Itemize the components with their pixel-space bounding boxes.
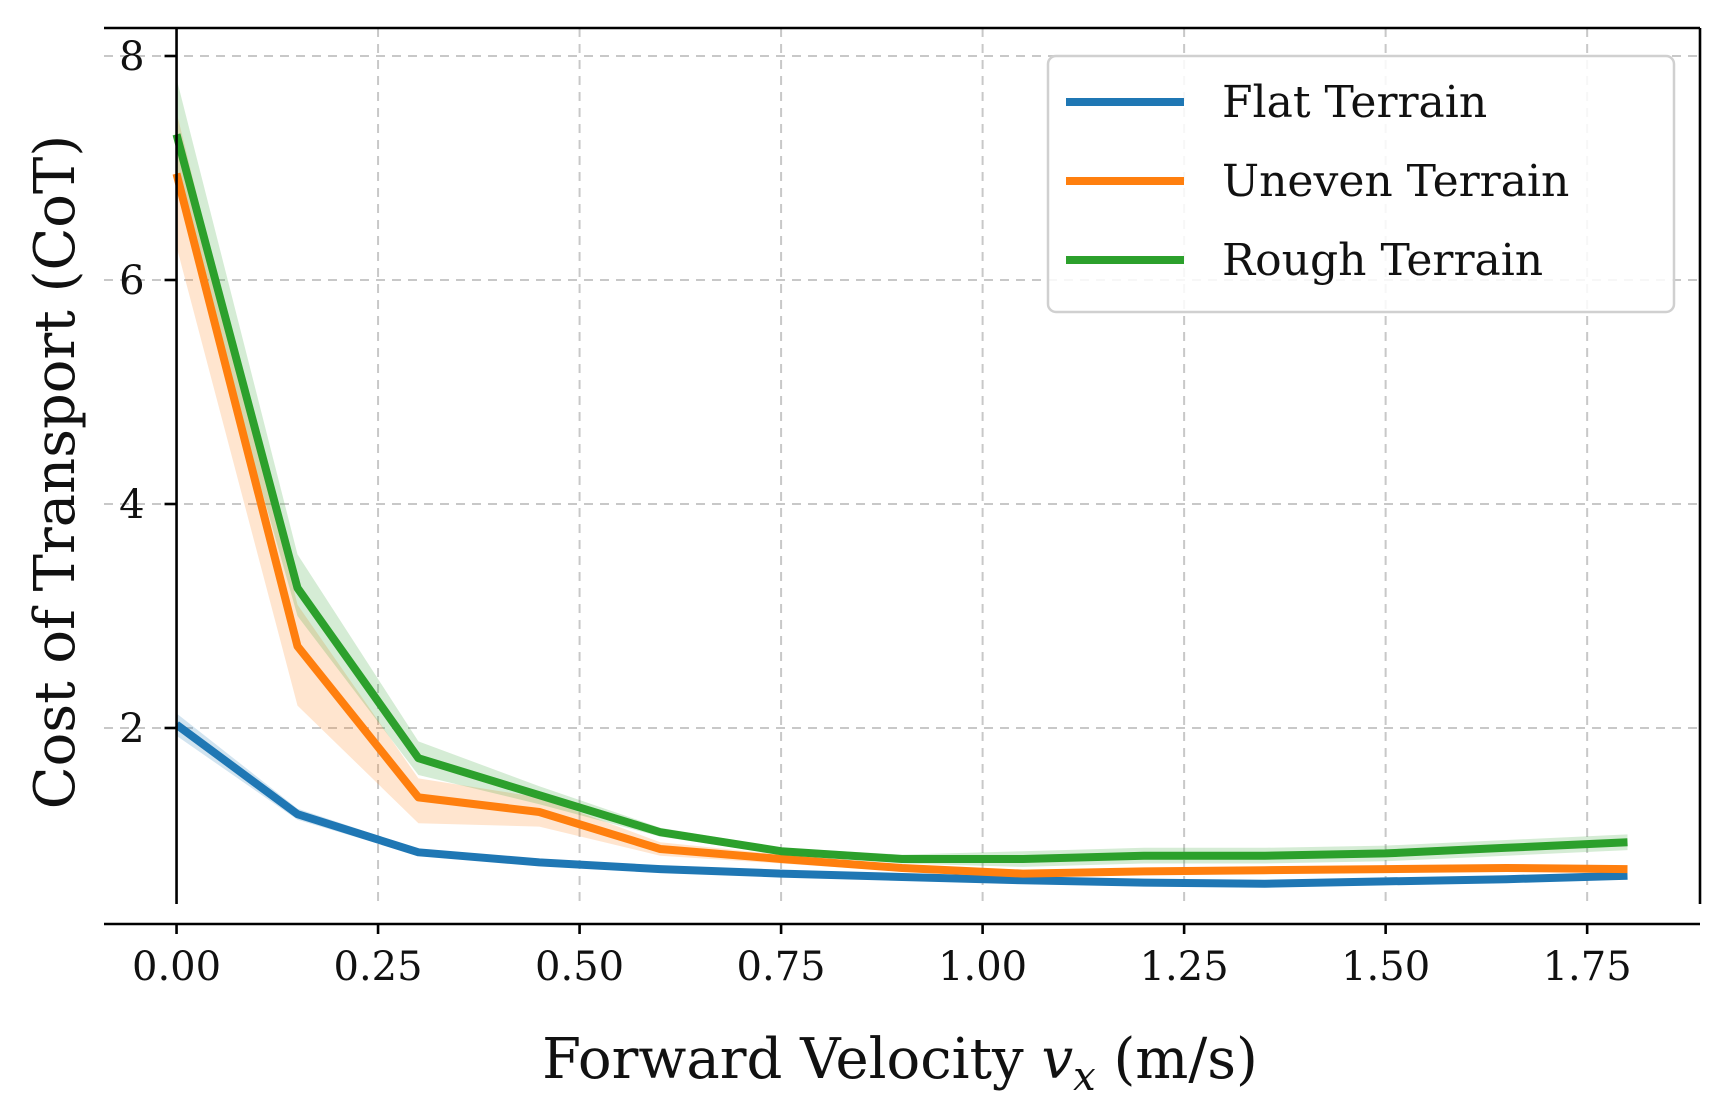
y-tick-label: 2: [119, 706, 144, 752]
x-axis-title: Forward Velocity vx (m/s): [542, 1027, 1258, 1100]
uneven-terrain-line: [172, 172, 1628, 878]
y-tick-label: 8: [119, 34, 144, 80]
legend-box: [1046, 54, 1676, 314]
x-tick-label: 1.00: [938, 944, 1027, 990]
x-tick-label: 0.25: [334, 944, 423, 990]
x-tick-label: 1.25: [1140, 944, 1229, 990]
x-tick-label: 0.00: [132, 944, 221, 990]
y-tick-label: 6: [119, 258, 144, 304]
x-axis-title-variable: v: [1041, 1027, 1073, 1092]
series-line-layer: [172, 133, 1628, 888]
x-axis-title-text: Forward Velocity: [542, 1027, 1041, 1092]
legend-label-flat-terrain: Flat Terrain: [1222, 77, 1487, 128]
legend-label-uneven-terrain: Uneven Terrain: [1222, 156, 1569, 207]
rough-terrain-line: [172, 133, 1628, 863]
y-axis-title: Cost of Transport (CoT): [23, 135, 88, 809]
x-axis-title-subscript: x: [1073, 1054, 1096, 1100]
x-tick-label: 0.50: [535, 944, 624, 990]
x-tick-label: 1.75: [1543, 944, 1632, 990]
axes-layer: [104, 26, 1702, 926]
legend: Flat Terrain Uneven Terrain Rough Terrain: [1046, 54, 1676, 314]
x-tick-label: 0.75: [737, 944, 826, 990]
x-tick-label: 1.50: [1341, 944, 1430, 990]
tick-layer: 0.00 0.25 0.50 0.75 1.00 1.25 1.50 1.75 2 4 6 8: [119, 34, 1632, 990]
flat-terrain-line: [174, 721, 1628, 888]
y-tick-label: 4: [119, 482, 144, 528]
legend-label-rough-terrain: Rough Terrain: [1222, 235, 1543, 286]
x-axis-title-unit: (m/s): [1096, 1027, 1258, 1092]
